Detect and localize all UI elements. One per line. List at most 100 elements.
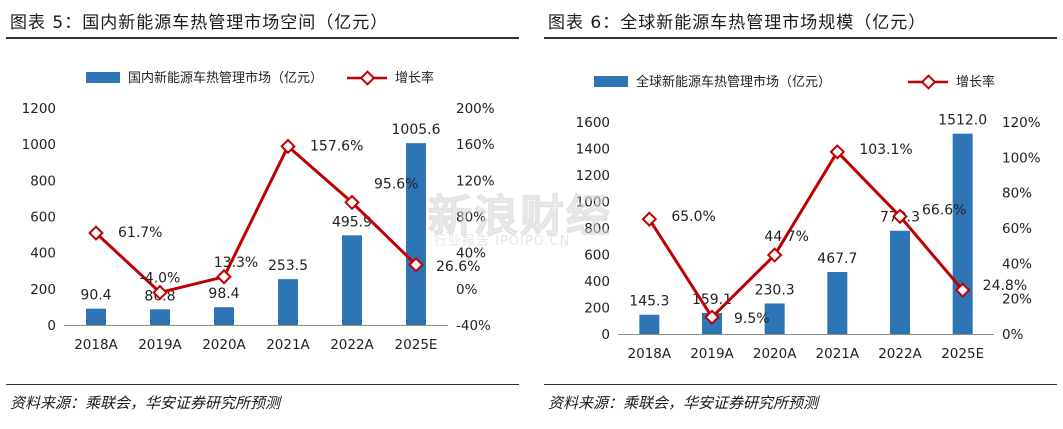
y-left-tick-label: 400 bbox=[584, 274, 610, 290]
legend-bar-swatch bbox=[594, 76, 628, 87]
bar bbox=[150, 309, 170, 325]
x-tick-label: 2025E bbox=[395, 337, 438, 353]
bar-value-label: 467.7 bbox=[817, 251, 857, 267]
growth-rate-line bbox=[94, 144, 418, 294]
figure-6-top-rule bbox=[544, 37, 1057, 39]
growth-rate-label: -4.0% bbox=[140, 270, 181, 286]
y-right-tick-label: 120% bbox=[1002, 115, 1041, 131]
bar-value-label: 1512.0 bbox=[938, 113, 987, 129]
figure-6-panel: 图表 6：全球新能源车热管理市场规模（亿元） 全球新能源车热管理市场（亿元） 增长… bbox=[538, 0, 1063, 429]
y-left-tick-label: 1600 bbox=[576, 115, 610, 131]
bar bbox=[342, 235, 362, 325]
y-left-tick-label: 0 bbox=[47, 318, 56, 334]
y-right-tick-label: 200% bbox=[456, 101, 495, 117]
legend-line-label: 增长率 bbox=[395, 70, 434, 86]
bar-value-label: 495.9 bbox=[332, 214, 372, 230]
bar-value-label: 98.4 bbox=[208, 286, 239, 302]
y-right-tick-label: 40% bbox=[1002, 256, 1032, 272]
bar-value-label: 145.3 bbox=[629, 294, 669, 310]
growth-rate-label: 24.8% bbox=[983, 278, 1027, 294]
y-right-tick-label: 100% bbox=[1002, 150, 1041, 166]
x-tick-label: 2021A bbox=[816, 346, 860, 362]
figure-6-title: 图表 6：全球新能源车热管理市场规模（亿元） bbox=[548, 13, 927, 33]
y-right-tick-label: 120% bbox=[456, 173, 495, 189]
bar bbox=[214, 307, 234, 325]
growth-rate-label: 9.5% bbox=[734, 311, 770, 327]
bar bbox=[86, 308, 106, 325]
bar bbox=[827, 272, 848, 334]
bar bbox=[406, 143, 426, 325]
y-left-tick-label: 1000 bbox=[22, 137, 56, 153]
y-left-tick-label: 600 bbox=[30, 210, 56, 226]
growth-rate-point bbox=[88, 225, 104, 241]
growth-rate-label: 61.7% bbox=[118, 225, 162, 241]
legend-line-label: 增长率 bbox=[956, 74, 995, 90]
y-right-tick-label: 20% bbox=[1002, 292, 1032, 308]
growth-rate-point bbox=[641, 211, 658, 227]
growth-rate-label: 157.6% bbox=[310, 138, 363, 154]
y-left-tick-label: 400 bbox=[30, 246, 56, 262]
y-right-tick-label: 0% bbox=[1002, 327, 1024, 343]
y-right-tick-label: 80% bbox=[456, 210, 486, 226]
y-right-tick-label: 0% bbox=[456, 282, 478, 298]
growth-rate-label: 65.0% bbox=[671, 209, 715, 225]
growth-rate-label: 13.3% bbox=[214, 255, 258, 271]
bar-value-label: 1005.6 bbox=[392, 122, 441, 138]
y-left-tick-label: 200 bbox=[584, 301, 610, 317]
figure-5-panel: 图表 5：国内新能源车热管理市场空间（亿元） 国内新能源车热管理市场（亿元） 增长… bbox=[0, 0, 525, 429]
growth-rate-label: 44.7% bbox=[764, 229, 808, 245]
growth-rate-label: 66.6% bbox=[922, 202, 966, 218]
bar bbox=[890, 230, 910, 334]
growth-rate-label: 26.6% bbox=[436, 259, 480, 275]
legend-bar-label: 国内新能源车热管理市场（亿元） bbox=[128, 70, 323, 86]
growth-rate-point bbox=[280, 138, 296, 155]
bar-value-label: 253.5 bbox=[268, 258, 308, 274]
legend: 国内新能源车热管理市场（亿元） 增长率 bbox=[86, 70, 434, 86]
y-left-tick-label: 600 bbox=[584, 248, 610, 264]
figure-5-bottom-rule bbox=[6, 384, 519, 385]
y-right-tick-label: 160% bbox=[456, 137, 495, 153]
growth-rate-label: 103.1% bbox=[859, 142, 912, 158]
growth-rate-point bbox=[152, 284, 168, 301]
y-right-tick-label: 80% bbox=[1002, 186, 1032, 202]
y-left-tick-label: 1200 bbox=[576, 168, 610, 184]
figure-6-source: 资料来源：乘联会，华安证券研究所预测 bbox=[548, 394, 819, 412]
growth-rate-point bbox=[954, 282, 971, 298]
growth-rate-point bbox=[216, 269, 232, 285]
growth-rate-label: 95.6% bbox=[374, 176, 418, 192]
figure-5-title: 图表 5：国内新能源车热管理市场空间（亿元） bbox=[10, 13, 389, 33]
y-right-tick-label: -40% bbox=[456, 318, 491, 334]
x-tick-label: 2020A bbox=[202, 337, 246, 353]
x-tick-label: 2018A bbox=[74, 337, 118, 353]
growth-rate-line bbox=[648, 150, 964, 319]
growth-rate-point bbox=[704, 309, 720, 325]
legend-line-marker bbox=[359, 70, 376, 86]
x-tick-label: 2022A bbox=[330, 337, 374, 353]
figure-6-bottom-rule bbox=[544, 384, 1057, 385]
legend-bar-swatch bbox=[86, 72, 120, 83]
x-tick-label: 2020A bbox=[753, 346, 797, 362]
y-left-tick-label: 1000 bbox=[576, 195, 610, 211]
bar bbox=[952, 133, 973, 334]
bar-value-label: 230.3 bbox=[755, 282, 795, 298]
figure-5-source: 资料来源：乘联会，华安证券研究所预测 bbox=[10, 394, 281, 412]
growth-rate-point bbox=[408, 257, 424, 273]
bar bbox=[278, 279, 298, 325]
y-left-tick-label: 1400 bbox=[576, 142, 610, 158]
growth-rate-point bbox=[892, 208, 908, 225]
x-tick-label: 2021A bbox=[266, 337, 310, 353]
bar-value-label: 90.4 bbox=[80, 288, 111, 304]
x-tick-label: 2018A bbox=[628, 346, 672, 362]
figure-5-chart: 国内新能源车热管理市场（亿元） 增长率 0 200 400 600 800 1000 1200 -… bbox=[22, 70, 495, 353]
x-tick-label: 2019A bbox=[138, 337, 182, 353]
y-right-tick-label: 60% bbox=[1002, 221, 1032, 237]
growth-rate-point bbox=[766, 247, 783, 263]
bar bbox=[639, 314, 660, 334]
legend: 全球新能源车热管理市场（亿元） 增长率 bbox=[594, 74, 995, 90]
bar bbox=[764, 303, 785, 334]
growth-rate-point bbox=[344, 194, 360, 211]
y-left-tick-label: 1200 bbox=[22, 101, 56, 117]
growth-rate-point bbox=[829, 144, 846, 160]
y-left-tick-label: 0 bbox=[601, 327, 610, 343]
y-left-tick-label: 800 bbox=[584, 221, 610, 237]
